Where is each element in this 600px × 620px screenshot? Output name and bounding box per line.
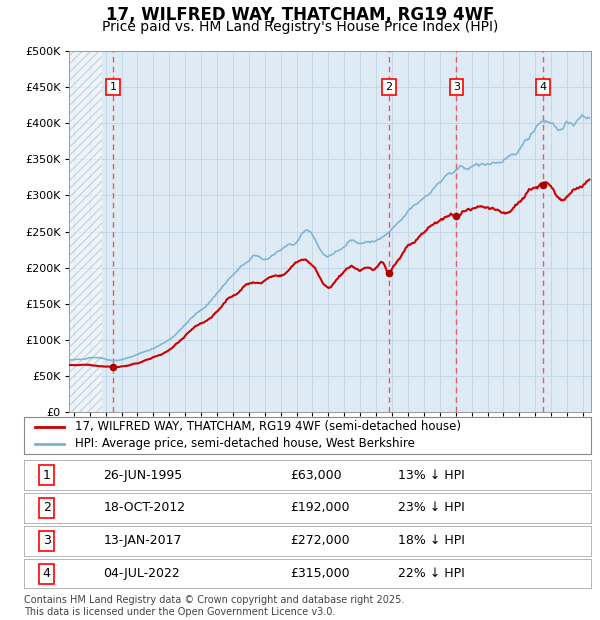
Text: 3: 3 bbox=[43, 534, 50, 547]
Text: 23% ↓ HPI: 23% ↓ HPI bbox=[398, 502, 465, 515]
Text: Price paid vs. HM Land Registry's House Price Index (HPI): Price paid vs. HM Land Registry's House … bbox=[102, 20, 498, 35]
Text: £272,000: £272,000 bbox=[290, 534, 350, 547]
Text: 13-JAN-2017: 13-JAN-2017 bbox=[103, 534, 182, 547]
Bar bbox=[69, 51, 101, 412]
Text: £63,000: £63,000 bbox=[290, 469, 342, 482]
Text: 26-JUN-1995: 26-JUN-1995 bbox=[103, 469, 182, 482]
Text: 18% ↓ HPI: 18% ↓ HPI bbox=[398, 534, 465, 547]
Text: 18-OCT-2012: 18-OCT-2012 bbox=[103, 502, 185, 515]
Text: £192,000: £192,000 bbox=[290, 502, 350, 515]
Text: 3: 3 bbox=[453, 82, 460, 92]
Text: Contains HM Land Registry data © Crown copyright and database right 2025.
This d: Contains HM Land Registry data © Crown c… bbox=[24, 595, 404, 617]
Text: 2: 2 bbox=[43, 502, 50, 515]
Text: 17, WILFRED WAY, THATCHAM, RG19 4WF: 17, WILFRED WAY, THATCHAM, RG19 4WF bbox=[106, 6, 494, 24]
Text: 17, WILFRED WAY, THATCHAM, RG19 4WF (semi-detached house): 17, WILFRED WAY, THATCHAM, RG19 4WF (sem… bbox=[75, 420, 461, 433]
Text: 04-JUL-2022: 04-JUL-2022 bbox=[103, 567, 180, 580]
Text: 1: 1 bbox=[43, 469, 50, 482]
Text: 13% ↓ HPI: 13% ↓ HPI bbox=[398, 469, 465, 482]
Text: HPI: Average price, semi-detached house, West Berkshire: HPI: Average price, semi-detached house,… bbox=[75, 437, 415, 450]
Text: 4: 4 bbox=[539, 82, 547, 92]
Text: 22% ↓ HPI: 22% ↓ HPI bbox=[398, 567, 465, 580]
Text: 4: 4 bbox=[43, 567, 50, 580]
Text: £315,000: £315,000 bbox=[290, 567, 350, 580]
Text: 1: 1 bbox=[110, 82, 117, 92]
Text: 2: 2 bbox=[385, 82, 392, 92]
